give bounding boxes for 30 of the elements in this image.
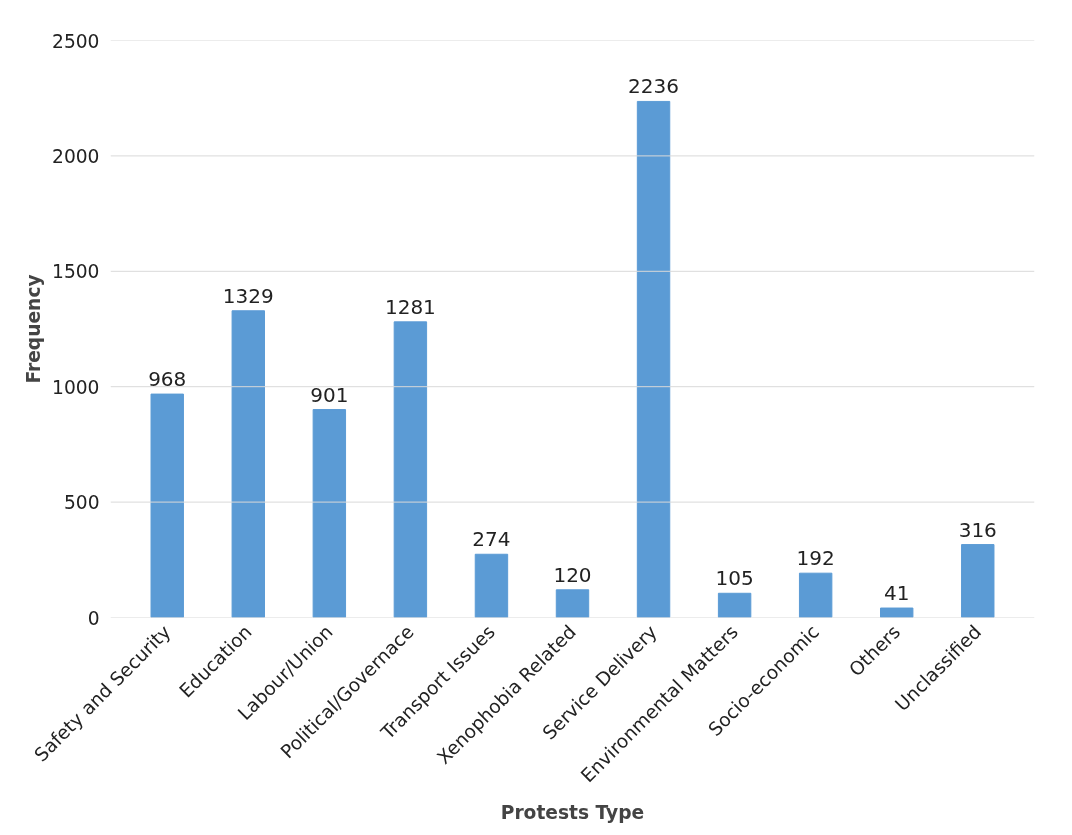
y-tick-label: 2000: [52, 145, 100, 167]
y-tick-label: 0: [87, 607, 100, 629]
x-axis-title: Protests Type: [500, 801, 645, 823]
data-label: 901: [310, 382, 349, 407]
bar: [150, 393, 184, 618]
bar: [717, 592, 752, 618]
bar: [393, 321, 428, 618]
data-label: 192: [796, 546, 835, 571]
y-tick-label: 1500: [52, 261, 100, 283]
y-axis-title: Frequency: [23, 274, 45, 384]
data-label: 2236: [628, 74, 680, 99]
y-tick-label: 1000: [52, 376, 100, 398]
y-tick-label: 2500: [52, 30, 100, 52]
data-label: 41: [883, 581, 910, 606]
data-label: 1281: [384, 294, 436, 319]
bar: [555, 589, 590, 618]
bar: [312, 409, 347, 618]
data-label: 105: [715, 566, 754, 591]
data-label: 968: [148, 367, 187, 392]
data-label: 1329: [222, 283, 274, 308]
bar: [880, 607, 914, 618]
bar: [798, 572, 833, 618]
data-label: 316: [958, 517, 997, 542]
y-tick-label: 500: [63, 492, 100, 514]
bar: [231, 310, 265, 618]
bar: [474, 553, 509, 618]
bar: [961, 544, 995, 618]
data-label: 274: [472, 527, 511, 552]
bar: [636, 100, 671, 618]
data-label: 120: [553, 562, 592, 587]
